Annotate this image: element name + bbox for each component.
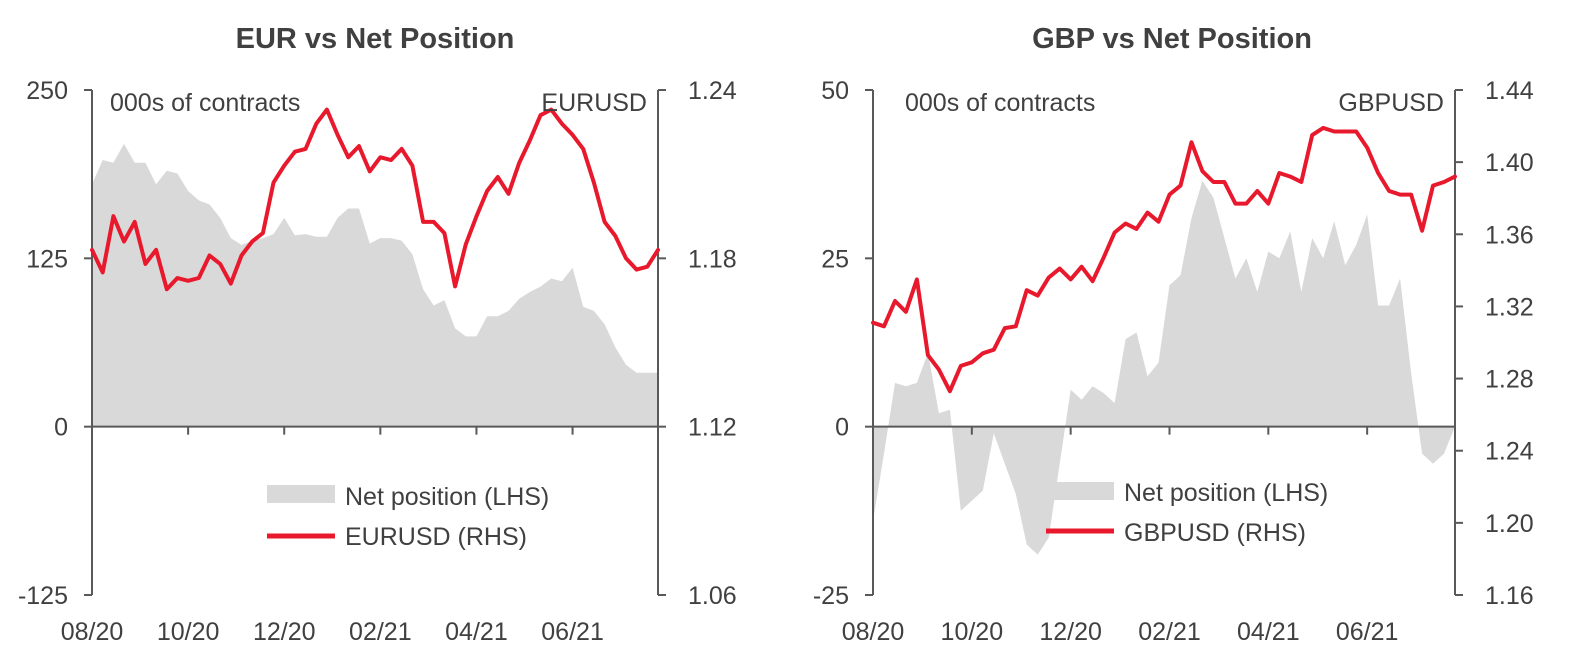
gbp-x-tick-label: 02/21	[1138, 618, 1201, 646]
gbp-right-tick-label: 1.20	[1485, 510, 1534, 538]
eur-x-tick-label: 12/20	[253, 618, 316, 646]
eur-right-axis-note: EURUSD	[541, 89, 647, 117]
eur-x-tick-label: 10/20	[157, 618, 220, 646]
eur-right-tick-label: 1.24	[688, 77, 737, 105]
eur-net-position-area	[92, 143, 658, 427]
eur-tick-labels: 250 125 0 -125 1.24 1.18 1.12 1.06 08/20 10/20 12/…	[18, 77, 737, 646]
gbp-right-tick-label: 1.40	[1485, 149, 1534, 177]
gbp-x-tick-label: 06/21	[1336, 618, 1399, 646]
gbp-x-tick-label: 10/20	[941, 618, 1004, 646]
eur-left-tick-label: -125	[18, 582, 68, 610]
gbp-left-tick-label: 50	[821, 77, 849, 105]
eur-left-tick-label: 125	[26, 245, 68, 273]
eur-left-tick-label: 0	[54, 414, 68, 442]
gbp-right-tick-label: 1.24	[1485, 438, 1534, 466]
gbp-axes	[865, 89, 1463, 596]
eur-legend-area-label: Net position (LHS)	[345, 483, 549, 511]
eur-right-tick-label: 1.12	[688, 414, 737, 442]
eur-eurusd-line	[90, 107, 660, 292]
gbp-chart: GBP vs Net Position 50 25 0 -25 1.44 1.40 1.36…	[813, 23, 1534, 646]
eur-axes	[84, 89, 666, 596]
eur-legend-line-label: EURUSD (RHS)	[345, 523, 527, 551]
eur-x-tick-label: 02/21	[349, 618, 412, 646]
eur-left-tick-label: 250	[26, 77, 68, 105]
gbp-tick-labels: 50 25 0 -25 1.44 1.40 1.36 1.32 1.28 1.24 1.20 1.16…	[813, 77, 1534, 646]
gbp-legend-area-swatch	[1046, 482, 1114, 500]
gbp-left-axis-note: 000s of contracts	[905, 89, 1095, 117]
eur-left-axis-note: 000s of contracts	[110, 89, 300, 117]
eur-area-layer	[92, 143, 658, 427]
gbp-x-tick-label: 12/20	[1039, 618, 1102, 646]
eur-chart: EUR vs Net Position 250 125 0 -125 1.24 1.18 1…	[18, 23, 737, 646]
eur-legend-area-swatch	[267, 485, 335, 503]
gbp-left-tick-label: -25	[813, 582, 849, 610]
eur-x-tick-label: 06/21	[541, 618, 604, 646]
gbp-left-tick-label: 25	[821, 245, 849, 273]
eur-right-tick-label: 1.06	[688, 582, 737, 610]
gbp-left-tick-label: 0	[835, 414, 849, 442]
gbp-right-tick-label: 1.16	[1485, 582, 1534, 610]
gbp-chart-title: GBP vs Net Position	[1032, 23, 1312, 55]
gbp-right-tick-label: 1.36	[1485, 221, 1534, 249]
gbp-net-position-area	[873, 180, 1455, 555]
gbp-legend-line-label: GBPUSD (RHS)	[1124, 519, 1306, 547]
gbp-x-tick-label: 08/20	[842, 618, 905, 646]
gbp-legend-area-label: Net position (LHS)	[1124, 479, 1328, 507]
gbp-area-layer	[873, 180, 1455, 555]
gbp-legend: Net position (LHS) GBPUSD (RHS)	[1046, 479, 1328, 547]
gbp-right-axis-note: GBPUSD	[1338, 89, 1444, 117]
gbp-right-tick-label: 1.44	[1485, 77, 1534, 105]
eur-chart-title: EUR vs Net Position	[236, 23, 515, 55]
gbp-gbpusd-line	[871, 125, 1457, 394]
eur-right-tick-label: 1.18	[688, 245, 737, 273]
gbp-right-tick-label: 1.28	[1485, 366, 1534, 394]
gbp-line-layer	[871, 125, 1457, 394]
eur-legend: Net position (LHS) EURUSD (RHS)	[267, 483, 549, 551]
gbp-x-tick-label: 04/21	[1237, 618, 1300, 646]
eur-line-layer	[90, 107, 660, 292]
eur-x-tick-label: 08/20	[61, 618, 124, 646]
eur-x-tick-label: 04/21	[445, 618, 508, 646]
gbp-right-tick-label: 1.32	[1485, 293, 1534, 321]
